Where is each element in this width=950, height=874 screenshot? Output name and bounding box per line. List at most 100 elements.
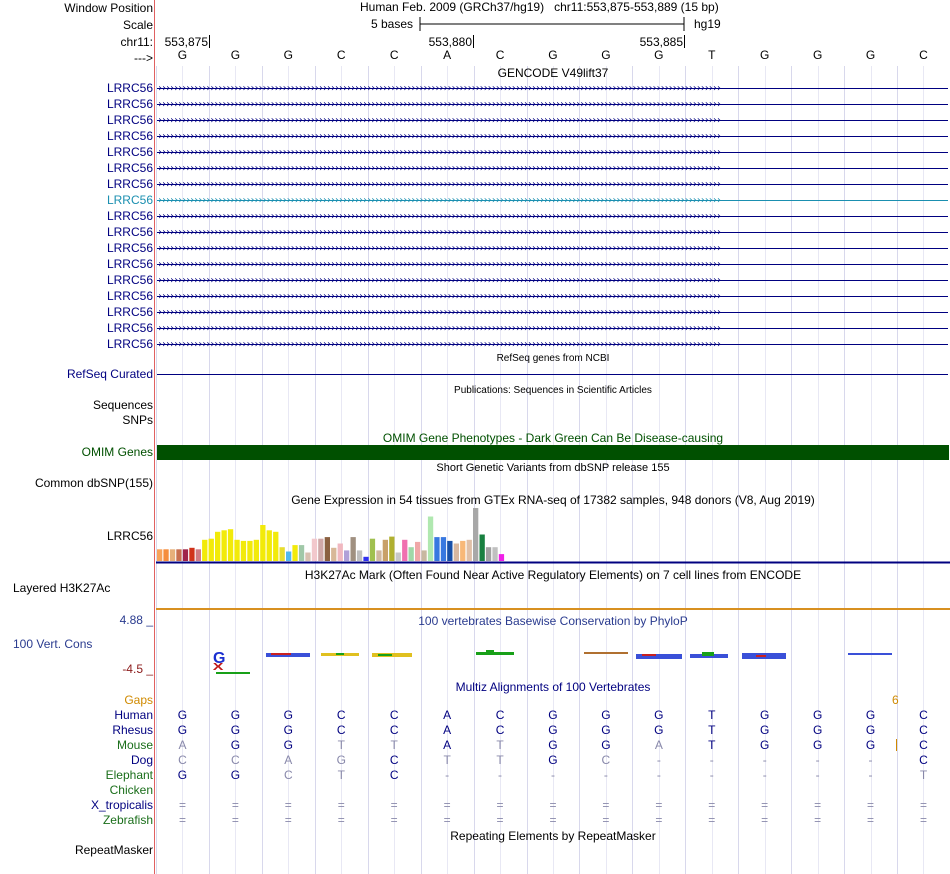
species-label[interactable]: Human bbox=[114, 708, 153, 722]
gtex-tissue-bar[interactable] bbox=[234, 539, 240, 561]
gtex-tissue-bar[interactable] bbox=[305, 552, 311, 562]
gencode-title[interactable]: GENCODE V49lift37 bbox=[497, 66, 609, 80]
gtex-gene-label[interactable]: LRRC56 bbox=[106, 529, 153, 543]
gencode-transcript-label[interactable]: LRRC56 bbox=[106, 177, 153, 191]
gtex-tissue-bar[interactable] bbox=[434, 537, 440, 561]
gtex-tissue-bar[interactable] bbox=[176, 549, 182, 561]
species-label[interactable]: Elephant bbox=[105, 768, 153, 782]
layered-h3k27ac-label[interactable]: Layered H3K27Ac bbox=[13, 581, 111, 595]
h3k27ac-title[interactable]: H3K27Ac Mark (Often Found Near Active Re… bbox=[304, 568, 802, 582]
gtex-tissue-bar[interactable] bbox=[324, 537, 330, 561]
gencode-transcript[interactable]: ››››››››››››››››››››››››››››››››››››››››… bbox=[157, 164, 948, 173]
gencode-transcript[interactable]: ››››››››››››››››››››››››››››››››››››››››… bbox=[157, 308, 948, 317]
gtex-tissue-bar[interactable] bbox=[286, 551, 292, 562]
gencode-transcript-label[interactable]: LRRC56 bbox=[106, 337, 153, 351]
gtex-tissue-bar[interactable] bbox=[182, 549, 189, 561]
refseq-gene-line[interactable] bbox=[157, 374, 948, 375]
gtex-tissue-bar[interactable] bbox=[221, 530, 227, 561]
species-label[interactable]: Dog bbox=[130, 753, 153, 767]
gtex-bar-chart[interactable] bbox=[156, 506, 950, 564]
phylop-title[interactable]: 100 vertebrates Basewise Conservation by… bbox=[418, 614, 688, 628]
gtex-tissue-bar[interactable] bbox=[215, 531, 221, 561]
gtex-tissue-bar[interactable] bbox=[292, 545, 298, 561]
snps-label[interactable]: SNPs bbox=[122, 413, 153, 427]
gtex-tissue-bar[interactable] bbox=[440, 537, 447, 561]
gtex-tissue-bar[interactable] bbox=[408, 547, 414, 561]
gtex-tissue-bar[interactable] bbox=[492, 547, 498, 561]
phylop-track-label[interactable]: 100 Vert. Cons bbox=[13, 637, 93, 651]
omim-genes-label[interactable]: OMIM Genes bbox=[81, 445, 153, 459]
gtex-tissue-bar[interactable] bbox=[202, 539, 208, 561]
gtex-tissue-bar[interactable] bbox=[169, 549, 176, 561]
gtex-tissue-bar[interactable] bbox=[195, 549, 201, 561]
species-label[interactable]: Mouse bbox=[116, 738, 153, 752]
dbsnp-title[interactable]: Short Genetic Variants from dbSNP releas… bbox=[436, 462, 670, 474]
gencode-transcript-label[interactable]: LRRC56 bbox=[106, 145, 153, 159]
gtex-tissue-bar[interactable] bbox=[298, 545, 305, 561]
gtex-tissue-bar[interactable] bbox=[350, 537, 356, 561]
gtex-tissue-bar[interactable] bbox=[402, 539, 408, 561]
gencode-transcript-label[interactable]: LRRC56 bbox=[106, 161, 153, 175]
repeatmasker-label[interactable]: RepeatMasker bbox=[74, 843, 153, 857]
gencode-transcript[interactable]: ››››››››››››››››››››››››››››››››››››››››… bbox=[157, 84, 948, 93]
gencode-transcript[interactable]: ››››››››››››››››››››››››››››››››››››››››… bbox=[157, 228, 948, 237]
publications-title[interactable]: Publications: Sequences in Scientific Ar… bbox=[454, 385, 652, 396]
gencode-transcript-label[interactable]: LRRC56 bbox=[106, 225, 153, 239]
gencode-transcript-label[interactable]: LRRC56 bbox=[106, 289, 153, 303]
gencode-transcript[interactable]: ››››››››››››››››››››››››››››››››››››››››… bbox=[157, 148, 948, 157]
gencode-transcript-label[interactable]: LRRC56 bbox=[106, 129, 153, 143]
gtex-tissue-bar[interactable] bbox=[447, 540, 453, 561]
gtex-tissue-bar[interactable] bbox=[157, 549, 163, 561]
gencode-transcript[interactable]: ››››››››››››››››››››››››››››››››››››››››… bbox=[157, 244, 948, 253]
gencode-transcript-label[interactable]: LRRC56 bbox=[106, 241, 153, 255]
gtex-tissue-bar[interactable] bbox=[389, 536, 395, 561]
gencode-transcript-label[interactable]: LRRC56 bbox=[106, 97, 153, 111]
gtex-tissue-bar[interactable] bbox=[189, 547, 195, 562]
gtex-tissue-bar[interactable] bbox=[311, 538, 318, 561]
common-dbsnp-label[interactable]: Common dbSNP(155) bbox=[34, 476, 153, 490]
gtex-tissue-bar[interactable] bbox=[369, 538, 376, 561]
species-label[interactable]: X_tropicalis bbox=[90, 798, 153, 812]
gtex-tissue-bar[interactable] bbox=[382, 539, 388, 561]
gencode-transcript[interactable]: ››››››››››››››››››››››››››››››››››››››››… bbox=[157, 212, 948, 221]
gencode-transcript[interactable]: ››››››››››››››››››››››››››››››››››››››››… bbox=[157, 324, 948, 333]
gencode-transcript[interactable]: ››››››››››››››››››››››››››››››››››››››››… bbox=[157, 196, 948, 205]
gencode-transcript[interactable]: ››››››››››››››››››››››››››››››››››››››››… bbox=[157, 340, 948, 349]
gtex-tissue-bar[interactable] bbox=[273, 531, 279, 561]
gtex-tissue-bar[interactable] bbox=[415, 541, 421, 561]
gencode-transcript[interactable]: ››››››››››››››››››››››››››››››››››››››››… bbox=[157, 292, 948, 301]
gtex-tissue-bar[interactable] bbox=[427, 516, 434, 562]
gtex-tissue-bar[interactable] bbox=[356, 550, 363, 561]
gtex-tissue-bar[interactable] bbox=[253, 539, 259, 561]
gtex-tissue-bar[interactable] bbox=[421, 550, 427, 561]
gtex-tissue-bar[interactable] bbox=[208, 538, 214, 561]
repeatmasker-title[interactable]: Repeating Elements by RepeatMasker bbox=[450, 829, 656, 843]
gencode-transcript-label[interactable]: LRRC56 bbox=[106, 113, 153, 127]
refseq-title[interactable]: RefSeq genes from NCBI bbox=[496, 353, 610, 364]
gencode-transcript[interactable]: ››››››››››››››››››››››››››››››››››››››››… bbox=[157, 132, 948, 141]
gencode-transcript-label[interactable]: LRRC56 bbox=[106, 81, 153, 95]
gtex-tissue-bar[interactable] bbox=[337, 543, 343, 562]
gtex-tissue-bar[interactable] bbox=[227, 529, 234, 561]
gencode-transcript-label[interactable]: LRRC56 bbox=[106, 257, 153, 271]
gencode-transcript-label[interactable]: LRRC56 bbox=[106, 305, 153, 319]
gtex-tissue-bar[interactable] bbox=[460, 540, 466, 561]
gtex-tissue-bar[interactable] bbox=[266, 530, 272, 561]
gencode-transcript[interactable]: ››››››››››››››››››››››››››››››››››››››››… bbox=[157, 180, 948, 189]
gtex-title[interactable]: Gene Expression in 54 tissues from GTEx … bbox=[291, 493, 815, 507]
gtex-tissue-bar[interactable] bbox=[331, 547, 337, 562]
gtex-tissue-bar[interactable] bbox=[318, 538, 324, 561]
gtex-tissue-bar[interactable] bbox=[279, 547, 285, 561]
gtex-tissue-bar[interactable] bbox=[344, 550, 350, 561]
gtex-tissue-bar[interactable] bbox=[260, 525, 266, 561]
species-label[interactable]: Rhesus bbox=[112, 723, 153, 737]
gtex-tissue-bar[interactable] bbox=[247, 540, 253, 561]
gencode-transcript-label[interactable]: LRRC56 bbox=[106, 321, 153, 335]
gencode-transcript[interactable]: ››››››››››››››››››››››››››››››››››››››››… bbox=[157, 260, 948, 269]
gencode-transcript[interactable]: ››››››››››››››››››››››››››››››››››››››››… bbox=[157, 100, 948, 109]
gtex-tissue-bar[interactable] bbox=[363, 556, 369, 561]
gtex-tissue-bar[interactable] bbox=[485, 547, 492, 561]
gtex-tissue-bar[interactable] bbox=[163, 549, 169, 561]
gencode-transcript-label[interactable]: LRRC56 bbox=[106, 273, 153, 287]
gtex-tissue-bar[interactable] bbox=[498, 554, 505, 561]
